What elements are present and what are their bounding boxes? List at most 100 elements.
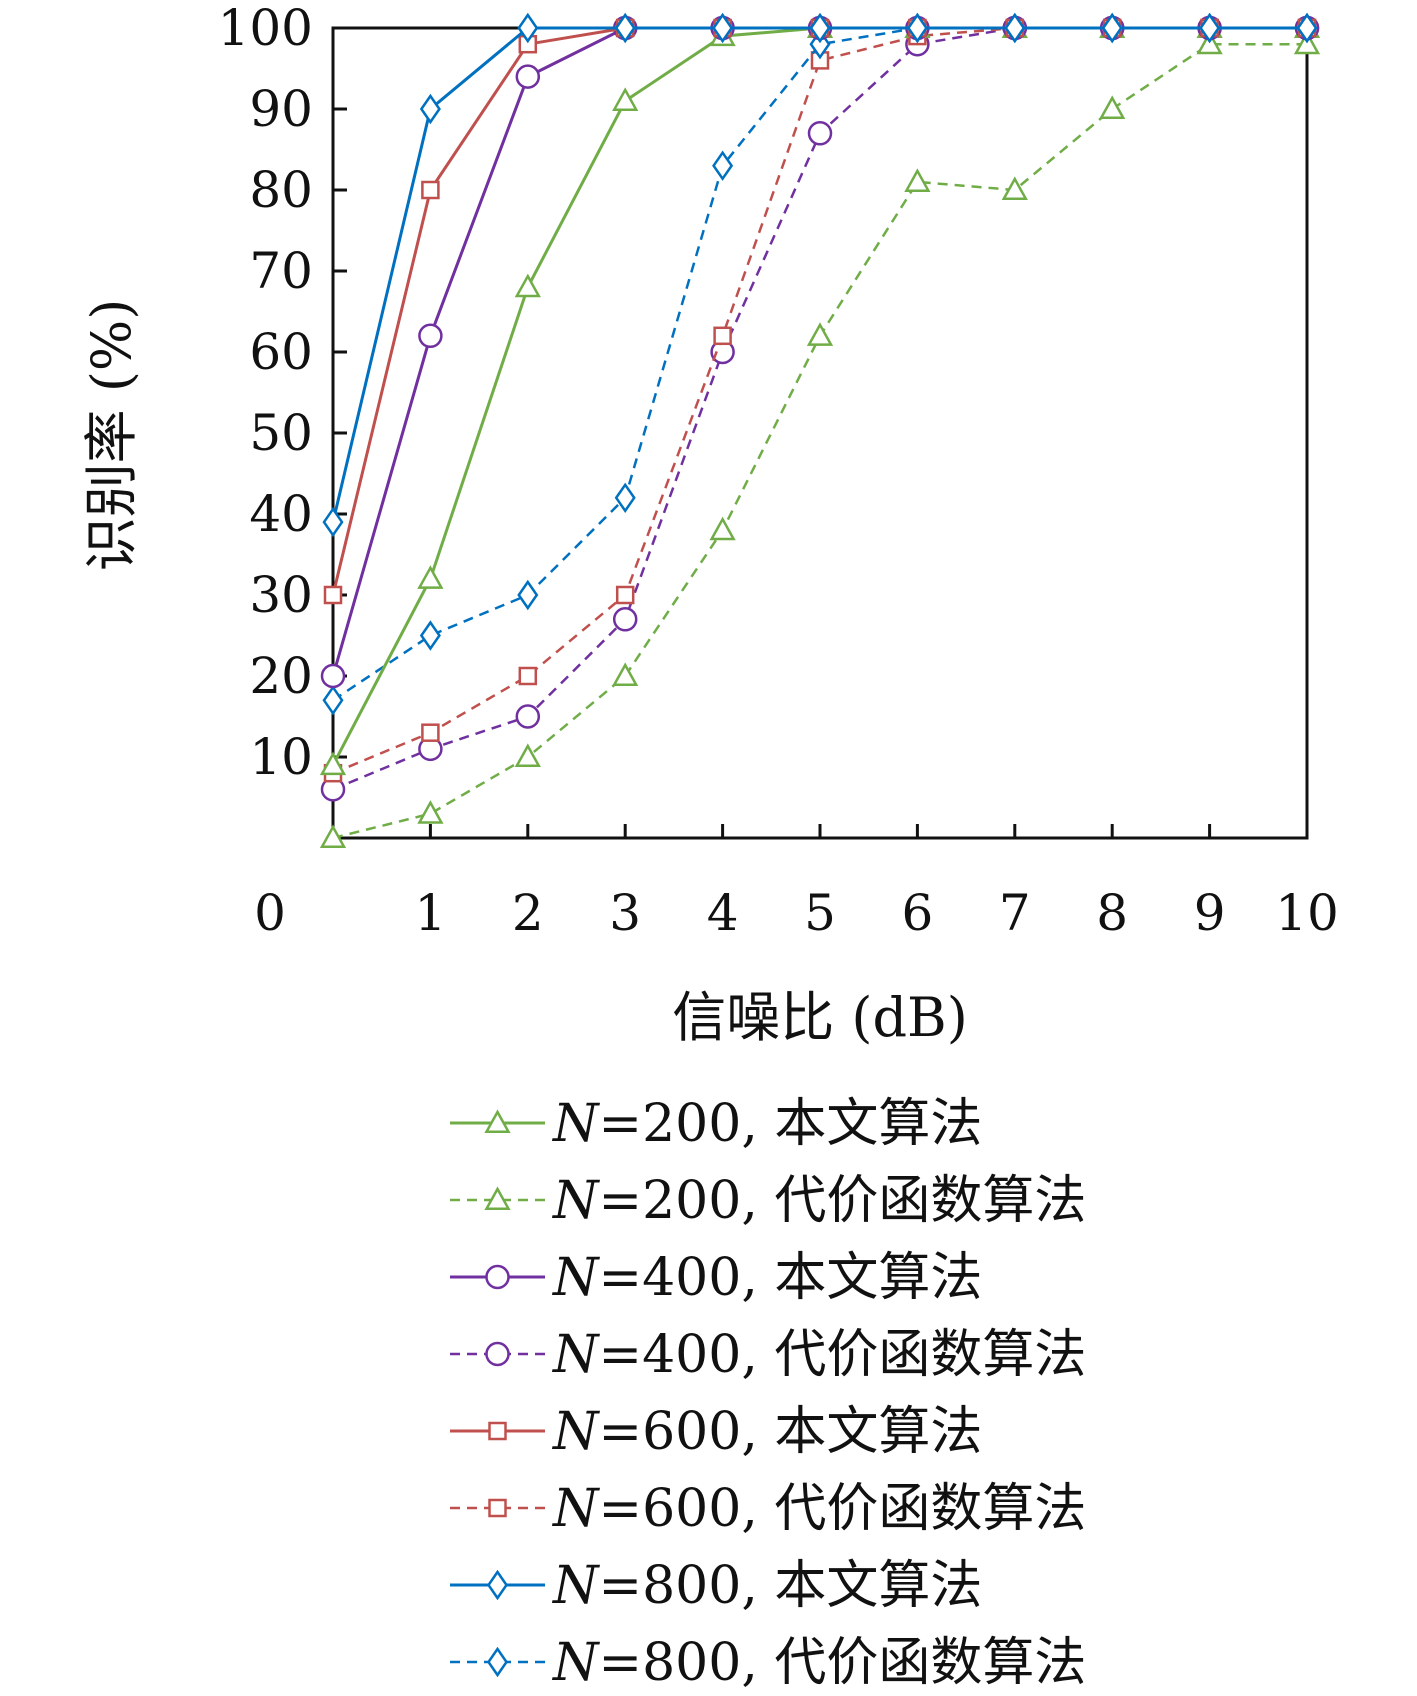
data-point bbox=[713, 326, 732, 346]
x-tick-label: 7 bbox=[999, 884, 1031, 942]
series-line bbox=[331, 26, 1307, 523]
data-point bbox=[612, 607, 638, 632]
legend-label: N=600, 本文算法 bbox=[551, 1402, 982, 1462]
data-point bbox=[806, 322, 834, 346]
legend-swatch-marker bbox=[488, 1421, 507, 1441]
data-point bbox=[514, 273, 541, 298]
data-point bbox=[1296, 12, 1318, 44]
legend-label: N=600, 代价函数算法 bbox=[551, 1479, 1086, 1539]
series-4 bbox=[323, 18, 1317, 605]
data-point bbox=[712, 12, 734, 44]
x-axis-ticks: 0 1 2 3 4 5 6 7 8 9 10 bbox=[254, 824, 1339, 942]
data-point bbox=[615, 585, 635, 605]
legend-text: =800, 本文算法 bbox=[599, 1556, 983, 1616]
y-tick-label: 40 bbox=[249, 485, 313, 543]
legend-swatch-marker bbox=[484, 1186, 511, 1211]
data-point bbox=[809, 12, 831, 44]
data-point bbox=[514, 743, 541, 768]
legend-text: =800, 代价函数算法 bbox=[599, 1633, 1087, 1693]
legend-label: N=400, 代价函数算法 bbox=[551, 1325, 1086, 1385]
data-point bbox=[906, 12, 928, 44]
legend-swatch-marker bbox=[488, 1498, 507, 1518]
data-point bbox=[322, 506, 344, 538]
legend-variable: N bbox=[551, 1402, 600, 1462]
series-7 bbox=[322, 12, 1318, 716]
x-axis-title: 信噪比 (dB) bbox=[672, 986, 968, 1049]
x-tick-label: 9 bbox=[1194, 884, 1226, 942]
data-point bbox=[709, 516, 736, 541]
legend-label: N=200, 本文算法 bbox=[551, 1094, 982, 1154]
data-point bbox=[904, 168, 931, 192]
legend-swatch-marker bbox=[486, 1646, 509, 1678]
legend-text: =600, 本文算法 bbox=[599, 1402, 983, 1462]
data-point bbox=[614, 482, 636, 513]
x-tick-label: 0 bbox=[254, 884, 286, 942]
data-point bbox=[612, 662, 639, 687]
legend-variable: N bbox=[551, 1248, 600, 1308]
y-tick-label: 100 bbox=[218, 0, 313, 57]
data-point bbox=[417, 800, 444, 824]
legend-entry: N=400, 本文算法 bbox=[450, 1248, 982, 1308]
data-point bbox=[515, 704, 541, 729]
data-point bbox=[1199, 12, 1221, 44]
y-tick-label: 70 bbox=[249, 242, 313, 300]
data-point bbox=[1001, 176, 1028, 201]
legend-label: N=400, 本文算法 bbox=[551, 1248, 982, 1308]
data-point bbox=[419, 93, 441, 125]
series-layer bbox=[319, 12, 1321, 849]
y-tick-label: 80 bbox=[249, 161, 313, 219]
legend-text: =600, 代价函数算法 bbox=[599, 1479, 1087, 1539]
y-tick-label: 30 bbox=[249, 566, 313, 624]
data-point bbox=[515, 64, 541, 89]
legend-variable: N bbox=[551, 1171, 600, 1231]
y-tick-label: 10 bbox=[249, 728, 313, 786]
legend-label: N=800, 代价函数算法 bbox=[551, 1633, 1086, 1693]
legend-variable: N bbox=[551, 1094, 600, 1154]
data-point bbox=[1101, 12, 1123, 44]
legend-swatch-marker bbox=[485, 1341, 510, 1367]
x-tick-label: 10 bbox=[1275, 884, 1339, 942]
legend-variable: N bbox=[551, 1325, 600, 1385]
legend-text: =400, 代价函数算法 bbox=[599, 1325, 1087, 1385]
legend-text: =200, 代价函数算法 bbox=[599, 1171, 1087, 1231]
data-point bbox=[517, 12, 539, 44]
data-point bbox=[807, 121, 833, 146]
legend-swatch-marker bbox=[486, 1569, 509, 1601]
series-1 bbox=[319, 30, 1321, 849]
series-2 bbox=[320, 15, 1320, 689]
x-tick-label: 4 bbox=[707, 884, 739, 942]
data-point bbox=[518, 666, 538, 686]
y-tick-label: 90 bbox=[249, 80, 313, 138]
legend-swatch-marker bbox=[485, 1264, 510, 1290]
data-point bbox=[323, 585, 343, 605]
legend-entry: N=200, 代价函数算法 bbox=[450, 1171, 1086, 1231]
legend-variable: N bbox=[551, 1479, 600, 1539]
data-point bbox=[319, 824, 347, 849]
x-tick-label: 3 bbox=[609, 884, 641, 942]
data-point bbox=[517, 579, 539, 611]
data-point bbox=[1004, 12, 1026, 44]
legend-label: N=800, 本文算法 bbox=[551, 1556, 982, 1616]
y-tick-label: 20 bbox=[249, 647, 313, 705]
legend-variable: N bbox=[551, 1556, 600, 1616]
data-point bbox=[322, 685, 344, 716]
x-tick-label: 1 bbox=[414, 884, 446, 942]
data-point bbox=[1099, 95, 1126, 120]
legend-label: N=200, 代价函数算法 bbox=[551, 1171, 1086, 1231]
series-3 bbox=[320, 15, 1320, 802]
x-tick-label: 5 bbox=[804, 884, 836, 942]
legend-entry: N=400, 代价函数算法 bbox=[450, 1325, 1086, 1385]
data-point bbox=[712, 150, 734, 181]
x-tick-label: 8 bbox=[1096, 884, 1128, 942]
data-point bbox=[419, 620, 441, 651]
y-axis-title: 识别率 (%) bbox=[80, 299, 143, 572]
legend-entry: N=800, 代价函数算法 bbox=[450, 1633, 1086, 1693]
y-axis-ticks: 10 20 30 40 50 60 70 80 90 100 bbox=[218, 0, 347, 786]
data-point bbox=[418, 323, 443, 349]
data-point bbox=[417, 565, 444, 589]
series-6 bbox=[322, 12, 1318, 538]
data-point bbox=[612, 87, 639, 111]
legend-entry: N=800, 本文算法 bbox=[450, 1556, 982, 1616]
